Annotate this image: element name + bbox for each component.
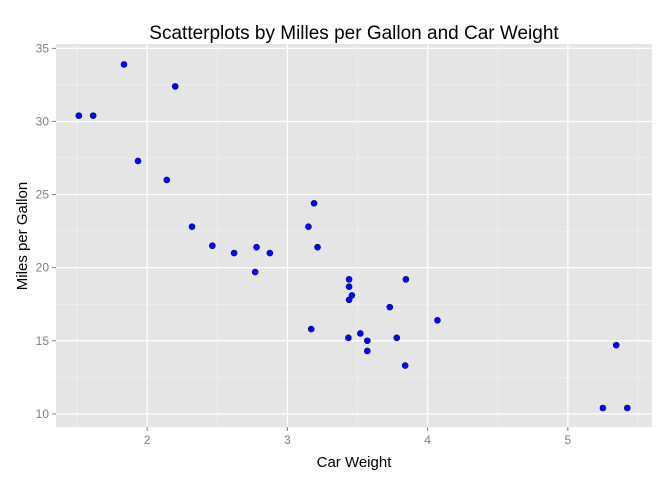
grid-lines [56,44,652,427]
data-point [253,243,260,251]
data-point [134,157,142,165]
data-point [393,334,401,342]
data-point [171,83,179,90]
data-point [357,330,364,337]
data-point [345,283,353,290]
data-point [209,242,216,250]
x-tick-label: 2 [144,433,151,447]
data-point [364,337,371,345]
data-point [305,223,312,231]
data-point [401,362,409,369]
data-point [266,249,274,257]
y-tick-label: 35 [36,41,50,55]
data-point [89,112,97,119]
axis-ticks: 2 3 4 5 10 15 20 25 30 35 [36,41,572,447]
data-point [230,249,238,257]
x-tick-label: 4 [424,433,431,447]
panel-background [56,44,652,427]
data-point [402,276,410,283]
chart-title: Scatterplots by Milles per Gallon and Ca… [149,23,559,44]
data-point [345,296,353,304]
data-point [612,341,620,349]
data-points [75,61,631,412]
data-point [364,347,371,355]
data-point [599,404,607,412]
y-tick-label: 20 [36,261,50,275]
data-point [624,404,631,412]
data-point [386,303,394,311]
y-tick-label: 25 [36,188,50,202]
data-point [314,243,321,251]
y-tick-label: 30 [36,114,50,128]
data-point [307,325,315,333]
x-axis-title: Car Weight [317,454,393,471]
y-tick-label: 15 [36,334,50,348]
plot-panel [56,44,652,427]
x-tick-label: 3 [284,433,291,447]
data-point [345,276,353,283]
data-point [75,112,83,119]
data-point [310,200,318,207]
data-point [120,61,128,68]
data-point [251,268,259,276]
x-tick-label: 5 [565,433,572,447]
y-tick-label: 10 [36,407,50,421]
data-point [345,334,352,342]
data-point [188,223,196,231]
data-point [434,316,441,324]
y-axis-title: Miles per Gallon [14,182,31,290]
data-point [163,176,171,184]
